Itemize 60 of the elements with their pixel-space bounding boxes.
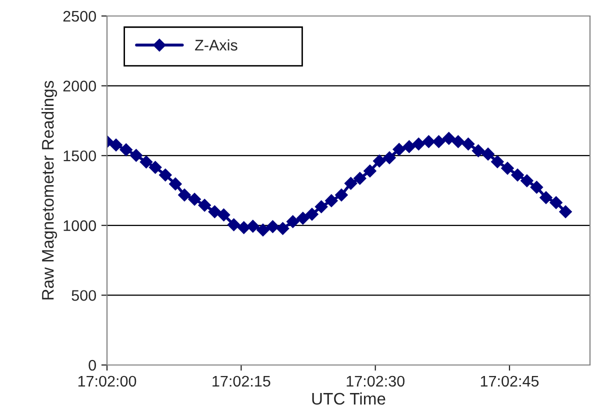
point (482, 148, 494, 160)
point (344, 176, 358, 190)
point (140, 156, 153, 168)
point (266, 220, 280, 234)
point (364, 164, 376, 178)
y-tick-label: 500 (72, 290, 96, 301)
x-tick-label: 17:02:30 (346, 376, 404, 387)
point (256, 224, 270, 236)
point (520, 174, 534, 188)
point (392, 142, 406, 156)
point (178, 188, 191, 202)
point (120, 143, 133, 156)
point (442, 132, 456, 145)
point (324, 194, 338, 208)
y-tick-label: 1500 (64, 150, 96, 162)
point (314, 200, 328, 214)
y-tick-label: 0 (88, 360, 96, 371)
point (158, 168, 172, 182)
y-axis-title: Raw Magnetometer Readings (42, 80, 58, 300)
point (422, 135, 436, 148)
point (335, 188, 348, 202)
point (110, 138, 122, 152)
point (550, 196, 563, 210)
point (188, 192, 201, 206)
y-tick-label: 2000 (63, 80, 96, 92)
point (559, 205, 572, 218)
point (540, 191, 552, 204)
point (353, 172, 366, 185)
point (402, 140, 416, 154)
y-tick-label: 2500 (63, 10, 96, 22)
point (432, 135, 446, 148)
point (130, 148, 143, 162)
point (372, 154, 386, 168)
point (217, 208, 230, 222)
x-tick-label: 17:02:45 (480, 376, 539, 387)
point (237, 221, 250, 234)
point (501, 162, 514, 175)
y-tick-label: 1000 (64, 220, 96, 232)
x-tick-label: 17:02:15 (212, 376, 270, 387)
point (296, 212, 310, 225)
point (276, 222, 290, 235)
x-tick-label: 17:02:00 (78, 376, 136, 387)
point (208, 205, 222, 218)
legend-label: Z-Axis (195, 39, 238, 51)
point (198, 198, 212, 212)
point (227, 218, 240, 232)
point (383, 151, 396, 164)
point (530, 180, 544, 194)
point (511, 168, 524, 182)
point (472, 144, 485, 158)
point (148, 160, 162, 174)
point (246, 220, 260, 233)
point (491, 155, 504, 168)
point (306, 208, 318, 221)
point (452, 135, 465, 148)
point (286, 215, 300, 228)
x-axis-title: UTC Time (312, 392, 386, 405)
point (462, 138, 475, 150)
point (169, 178, 182, 190)
point (412, 138, 426, 150)
